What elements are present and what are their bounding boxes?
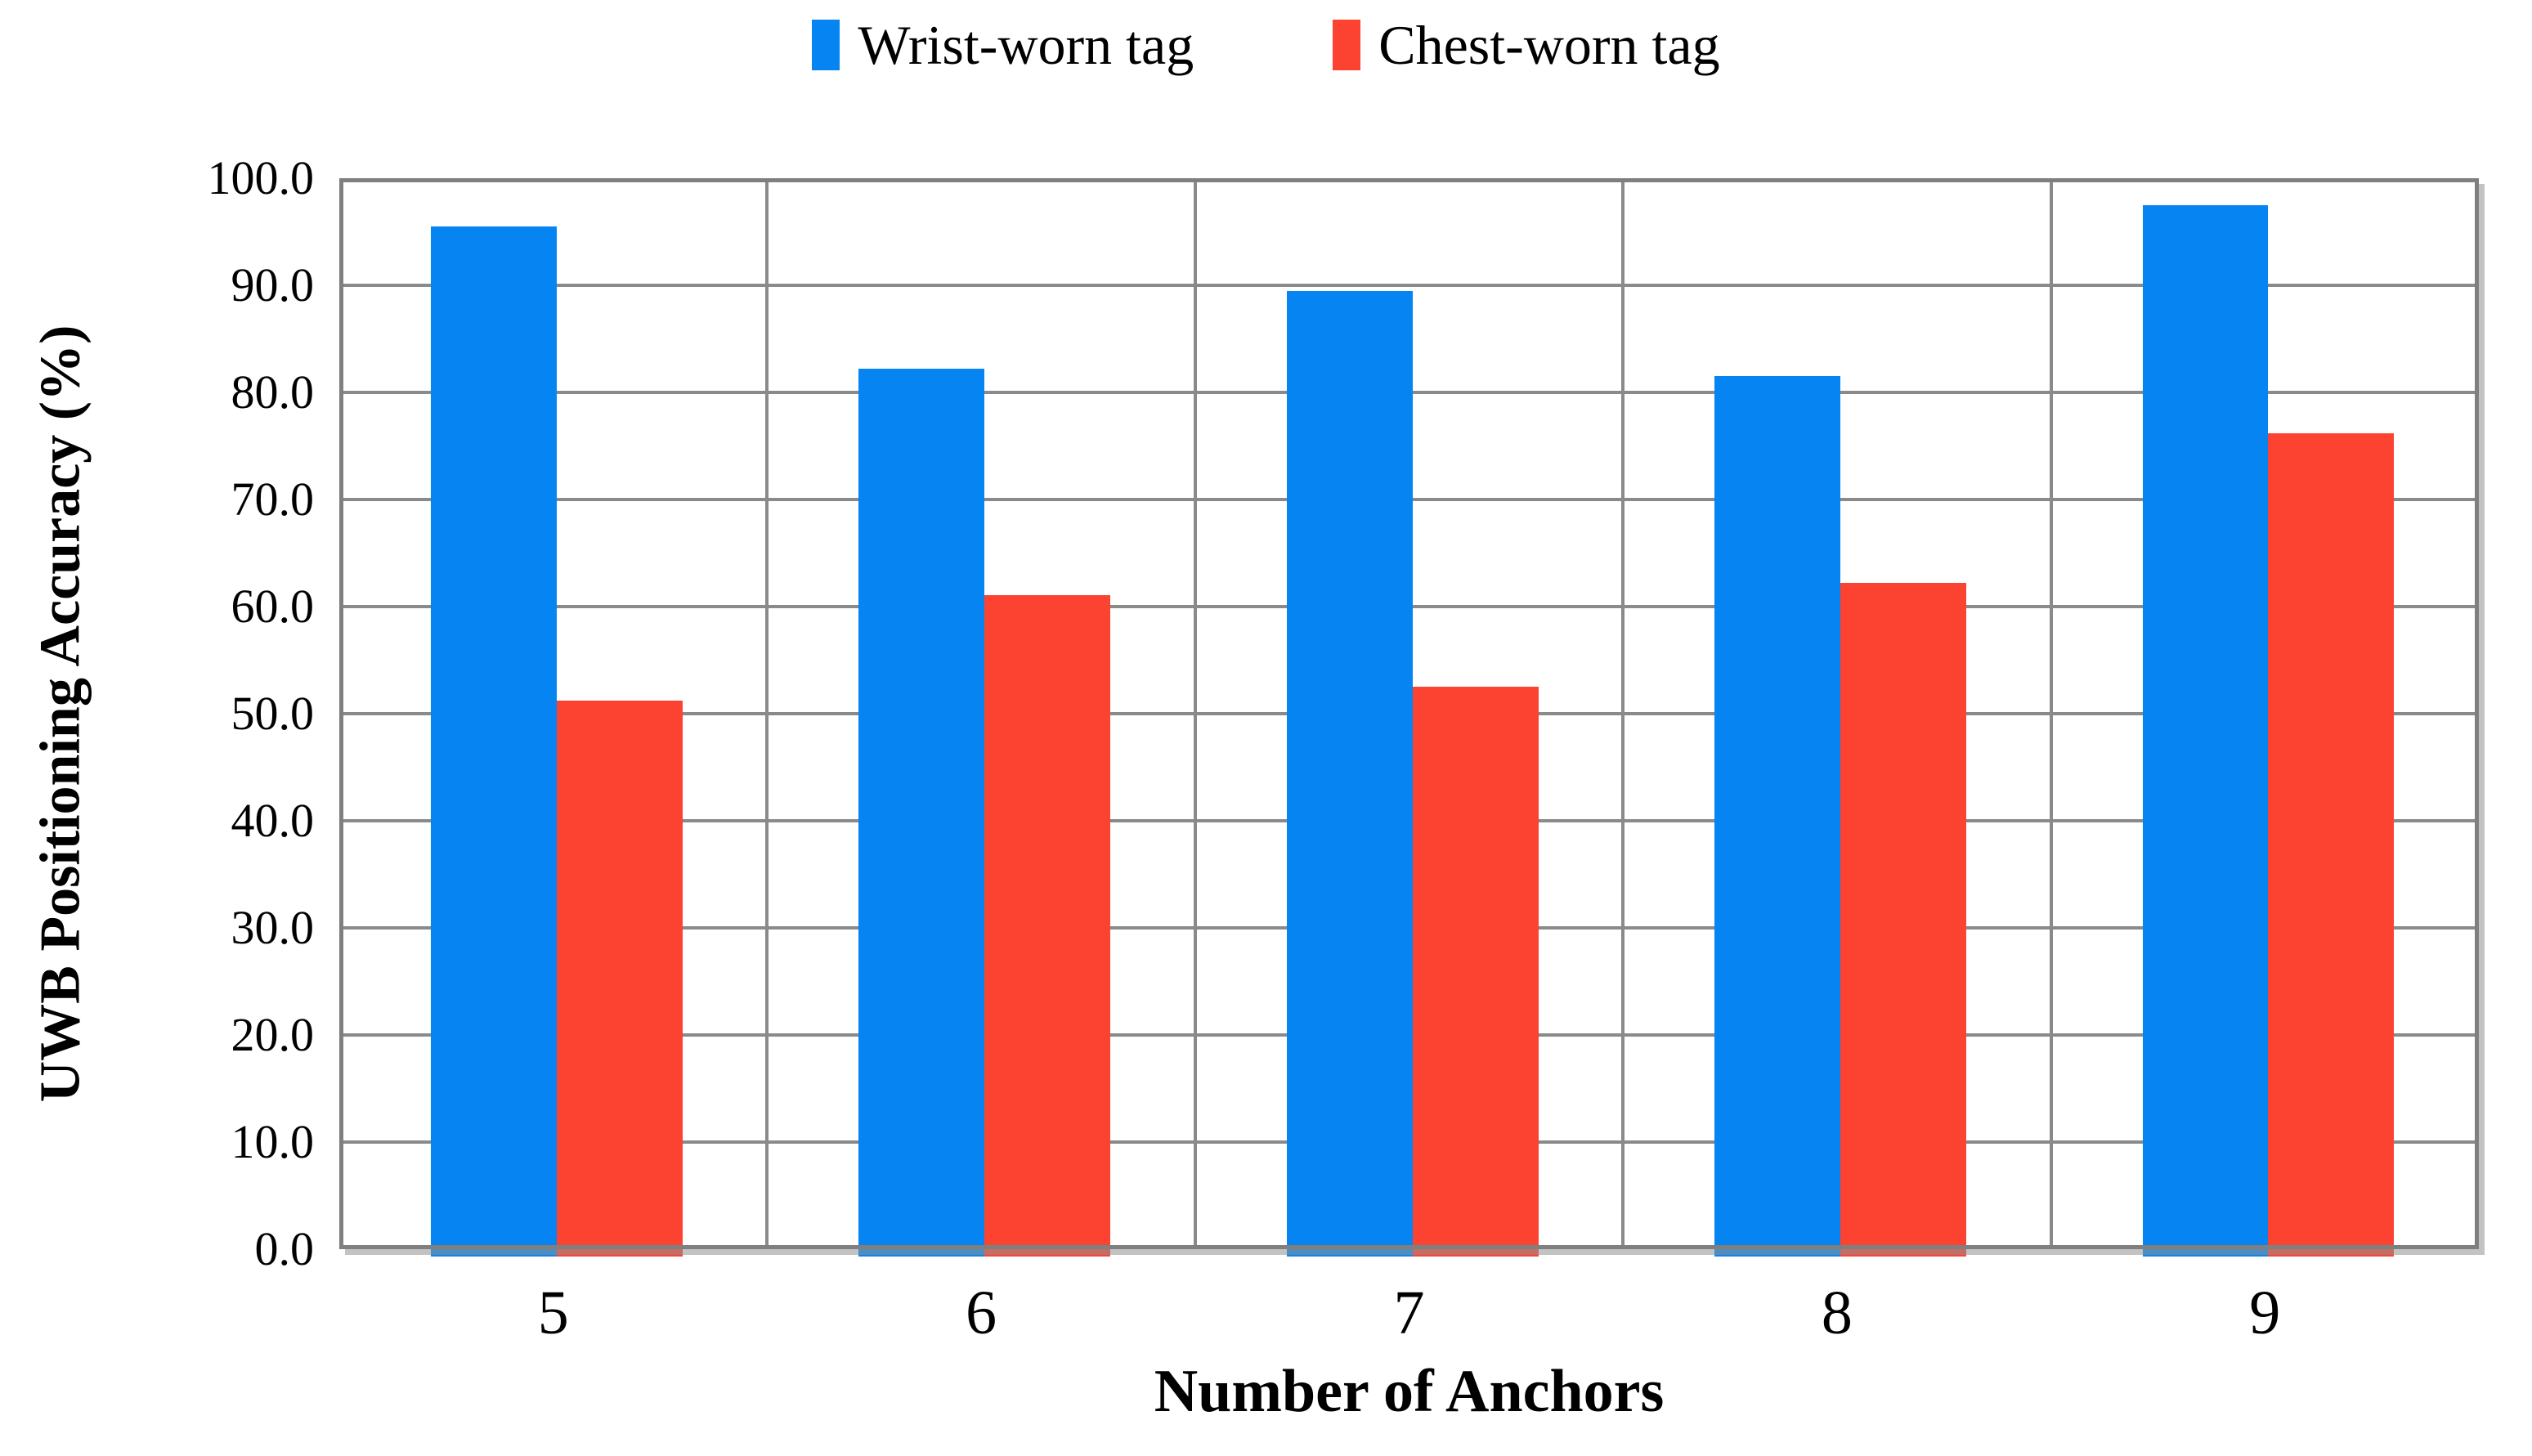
y-tick-label-40.0: 40.0 bbox=[231, 794, 315, 847]
y-tick-label-90.0: 90.0 bbox=[231, 258, 315, 311]
x-axis-tick-labels: 5 6 7 8 9 bbox=[339, 1272, 2479, 1354]
legend-label-chest-worn-tag: Chest-worn tag bbox=[1378, 14, 1720, 76]
gridline-h-90 bbox=[339, 284, 2479, 287]
bar-chest-worn-tag-anchors-6 bbox=[984, 594, 1111, 1257]
gridline-v-4 bbox=[2049, 178, 2053, 1249]
legend-swatch-wrist-worn-tag bbox=[812, 20, 840, 70]
y-tick-label-10.0: 10.0 bbox=[231, 1115, 315, 1168]
bar-chest-worn-tag-anchors-9 bbox=[2268, 432, 2395, 1257]
bar-chest-worn-tag-anchors-7 bbox=[1412, 687, 1539, 1257]
y-tick-label-50.0: 50.0 bbox=[231, 687, 315, 740]
x-tick-label-5: 5 bbox=[537, 1279, 569, 1347]
y-tick-label-100.0: 100.0 bbox=[207, 151, 315, 204]
y-tick-label-30.0: 30.0 bbox=[231, 901, 315, 954]
bar-wrist-worn-tag-anchors-8 bbox=[1714, 376, 1841, 1257]
x-tick-label-8: 8 bbox=[1821, 1279, 1853, 1347]
x-tick-label-7: 7 bbox=[1393, 1279, 1425, 1347]
bar-wrist-worn-tag-anchors-6 bbox=[858, 369, 985, 1257]
bar-wrist-worn-tag-anchors-9 bbox=[2142, 204, 2269, 1257]
y-tick-label-0.0: 0.0 bbox=[254, 1222, 315, 1275]
bar-wrist-worn-tag-anchors-7 bbox=[1286, 290, 1413, 1257]
y-tick-label-20.0: 20.0 bbox=[231, 1008, 315, 1061]
y-tick-label-70.0: 70.0 bbox=[231, 473, 315, 526]
plot-area bbox=[339, 178, 2479, 1257]
bar-wrist-worn-tag-anchors-5 bbox=[431, 226, 557, 1257]
y-tick-label-80.0: 80.0 bbox=[231, 365, 315, 419]
legend-item-chest-worn-tag: Chest-worn tag bbox=[1333, 14, 1720, 76]
x-tick-label-9: 9 bbox=[2249, 1279, 2281, 1347]
x-axis-title: Number of Anchors bbox=[1154, 1358, 1665, 1425]
bar-chest-worn-tag-anchors-8 bbox=[1840, 583, 1966, 1257]
legend-label-wrist-worn-tag: Wrist-worn tag bbox=[858, 14, 1194, 76]
x-tick-label-6: 6 bbox=[966, 1279, 997, 1347]
gridline-v-3 bbox=[1621, 178, 1625, 1249]
gridline-v-1 bbox=[765, 178, 769, 1249]
gridline-v-2 bbox=[1193, 178, 1197, 1249]
y-axis-tick-labels: 0.0 10.0 20.0 30.0 40.0 50.0 60.0 70.0 80.0 90.0 1… bbox=[0, 155, 315, 1273]
legend: Wrist-worn tag Chest-worn tag bbox=[0, 0, 2532, 90]
y-tick-label-60.0: 60.0 bbox=[231, 580, 315, 633]
legend-swatch-chest-worn-tag bbox=[1333, 20, 1361, 70]
bar-chest-worn-tag-anchors-5 bbox=[556, 701, 683, 1257]
legend-item-wrist-worn-tag: Wrist-worn tag bbox=[812, 17, 1194, 73]
